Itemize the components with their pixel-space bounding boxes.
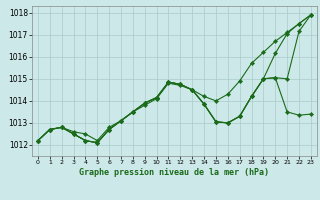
X-axis label: Graphe pression niveau de la mer (hPa): Graphe pression niveau de la mer (hPa) bbox=[79, 168, 269, 177]
